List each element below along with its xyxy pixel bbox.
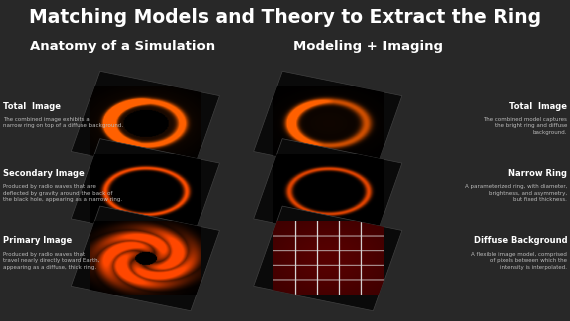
Text: Total  Image: Total Image	[509, 101, 567, 110]
Text: Secondary Image: Secondary Image	[3, 169, 84, 178]
Text: Diffuse Background: Diffuse Background	[474, 236, 567, 245]
Text: Total  Image: Total Image	[3, 101, 61, 110]
Text: A flexible image model, comprised
of pixels between which the
intensity is inter: A flexible image model, comprised of pix…	[471, 252, 567, 270]
Text: The combined model captures
the bright ring and diffuse
background.: The combined model captures the bright r…	[483, 117, 567, 135]
Polygon shape	[71, 139, 219, 243]
Text: Anatomy of a Simulation: Anatomy of a Simulation	[30, 40, 215, 53]
Text: The combined image exhibits a
narrow ring on top of a diffuse background.: The combined image exhibits a narrow rin…	[3, 117, 123, 128]
Text: Matching Models and Theory to Extract the Ring: Matching Models and Theory to Extract th…	[29, 8, 541, 27]
Polygon shape	[254, 139, 402, 243]
Text: Produced by radio waves that are
deflected by gravity around the back of
the bla: Produced by radio waves that are deflect…	[3, 184, 122, 202]
Text: Produced by radio waves that
travel nearly directly toward Earth,
appearing as a: Produced by radio waves that travel near…	[3, 252, 99, 270]
Text: Modeling + Imaging: Modeling + Imaging	[292, 40, 443, 53]
Polygon shape	[254, 206, 402, 311]
Polygon shape	[254, 71, 402, 176]
Polygon shape	[71, 71, 219, 176]
Text: A parameterized ring, with diameter,
brightness, and asymmetry,
but fixed thickn: A parameterized ring, with diameter, bri…	[465, 184, 567, 202]
Text: Primary Image: Primary Image	[3, 236, 72, 245]
Text: Narrow Ring: Narrow Ring	[508, 169, 567, 178]
Polygon shape	[71, 206, 219, 311]
